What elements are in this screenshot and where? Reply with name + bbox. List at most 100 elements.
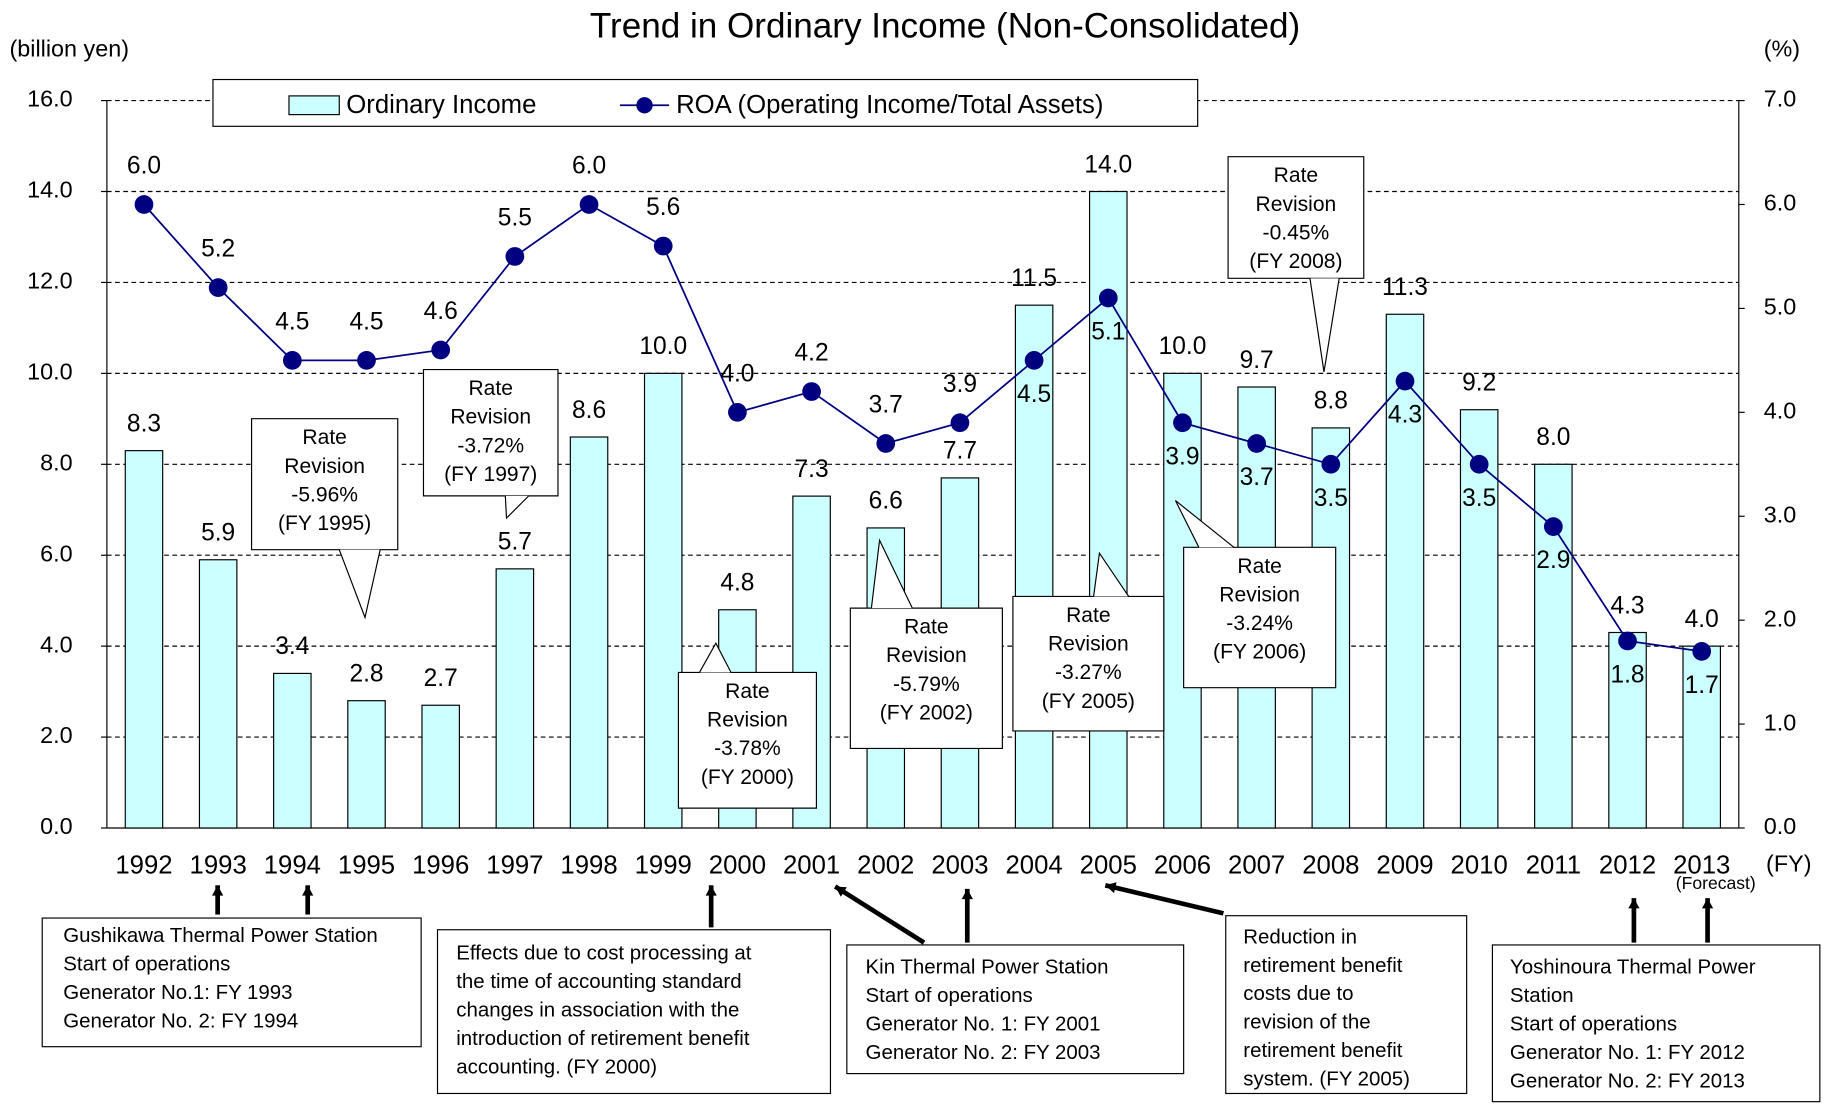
y2-tick-label: 5.0: [1764, 294, 1796, 320]
bar-value-label: 11.5: [1011, 265, 1057, 292]
x-tick-label: 2009: [1376, 851, 1433, 879]
y-tick-label: 16.0: [27, 86, 73, 112]
callout-text: Revision: [284, 455, 365, 478]
line-marker: [505, 247, 525, 266]
bar-value-label: 2.8: [349, 660, 383, 687]
x-tick-label: 1998: [560, 851, 617, 879]
note-text: retirement benefit: [1243, 1039, 1402, 1062]
bar: [643, 372, 683, 829]
callout-text: (FY 2005): [1042, 690, 1135, 713]
line-marker: [1692, 641, 1712, 661]
line-marker: [950, 413, 970, 433]
line-value-label: 5.2: [201, 236, 235, 263]
x-tick-label: 1996: [412, 851, 469, 879]
bar-value-label: 6.6: [869, 488, 903, 515]
bar: [273, 672, 312, 829]
line-value-label: 3.5: [1462, 485, 1496, 512]
callout-text: -3.24%: [1226, 612, 1293, 635]
bar: [421, 704, 460, 829]
line-marker: [876, 434, 896, 453]
note-text: costs due to: [1243, 982, 1353, 1005]
line-value-label: 4.3: [1388, 402, 1422, 429]
bar-value-label: 4.0: [1685, 606, 1719, 633]
x-tick-label: 1994: [264, 851, 321, 879]
line-value-label: 4.5: [1017, 381, 1051, 408]
note-text: Gushikawa Thermal Power Station: [63, 924, 378, 947]
line-value-label: 6.0: [127, 153, 161, 180]
callout-text: Rate: [725, 680, 769, 703]
bar: [1682, 645, 1722, 829]
y-tick-label: 12.0: [27, 268, 73, 294]
line-value-label: 4.5: [275, 308, 309, 335]
callout-text: -3.72%: [457, 434, 524, 457]
callout-text: Revision: [1256, 193, 1337, 216]
arrow-head: [1701, 898, 1714, 909]
callout-text: Rate: [904, 616, 948, 639]
bar: [347, 700, 386, 829]
bar: [1385, 313, 1425, 829]
bar: [1088, 190, 1128, 829]
callout-text: Rate: [1274, 164, 1318, 187]
line-marker: [1247, 434, 1267, 453]
note-box: [436, 929, 832, 1095]
callout-text: (FY 1997): [444, 463, 537, 486]
note-text: Generator No. 2: FY 2013: [1510, 1069, 1745, 1092]
note-box: [1491, 944, 1821, 1103]
x-tick-label: 2010: [1451, 851, 1508, 879]
y-tick-label: 4.0: [40, 631, 73, 657]
bar: [124, 450, 164, 829]
note-text: changes in association with the: [456, 999, 739, 1022]
x-tick-label: 1999: [635, 851, 692, 879]
note-text: Station: [1510, 984, 1574, 1007]
line-marker: [1618, 631, 1637, 651]
arrow-shaft: [833, 884, 926, 945]
y-tick-label: 2.0: [40, 722, 73, 748]
bar-value-label: 4.8: [720, 570, 754, 597]
callout-pointer: [1174, 500, 1235, 548]
note-text: Reduction in: [1243, 925, 1357, 948]
line-marker: [728, 402, 747, 422]
bar-value-label: 8.8: [1314, 388, 1348, 415]
callout-text: (FY 2006): [1213, 641, 1306, 664]
note-text: introduction of retirement benefit: [456, 1027, 750, 1050]
chart-title: Trend in Ordinary Income (Non-Consolidat…: [590, 6, 1300, 45]
callout-text: (FY 2002): [880, 702, 973, 725]
callout-text: -3.78%: [714, 737, 781, 760]
note-box: [41, 917, 422, 1048]
callout-text: Revision: [450, 406, 531, 429]
line-marker: [1098, 288, 1118, 308]
callout-pointer: [870, 538, 913, 609]
x-tick-label: 2007: [1228, 851, 1285, 879]
y2-tick-label: 4.0: [1764, 398, 1796, 424]
line-value-label: 4.5: [349, 308, 383, 335]
arrow-head: [705, 885, 717, 896]
bar-value-label: 10.0: [1159, 333, 1207, 360]
bar: [495, 568, 535, 829]
x-tick-label: 2013: [1673, 851, 1730, 879]
bar: [1459, 409, 1499, 829]
line-marker: [1469, 454, 1489, 474]
callout-text: Revision: [886, 644, 967, 667]
note-text: Generator No. 1: FY 2012: [1510, 1041, 1745, 1064]
y-tick-label: 6.0: [40, 540, 73, 566]
callout-pointer: [1093, 551, 1130, 597]
y-tick-label: 14.0: [27, 177, 73, 203]
note-text: Start of operations: [63, 953, 230, 976]
callout-box: [422, 368, 559, 497]
callout-text: (FY 2000): [701, 766, 794, 789]
x-tick-label: 1997: [486, 851, 543, 879]
callout-box: [250, 418, 399, 551]
arrow-head: [302, 885, 314, 896]
note-text: retirement benefit: [1243, 954, 1402, 977]
bar-value-label: 7.3: [795, 456, 829, 483]
note-text: Effects due to cost processing at: [456, 942, 752, 965]
x-tick-label: 1992: [115, 851, 172, 879]
bar-value-label: 10.0: [639, 333, 687, 360]
callout-text: Revision: [1048, 633, 1129, 656]
note-box: [1225, 915, 1468, 1095]
note-text: Generator No.1: FY 1993: [63, 981, 292, 1004]
line-value-label: 3.5: [1314, 485, 1348, 512]
bar-value-label: 9.7: [1240, 347, 1274, 374]
line-value-label: 4.2: [795, 340, 829, 367]
arrow-head: [835, 886, 847, 897]
